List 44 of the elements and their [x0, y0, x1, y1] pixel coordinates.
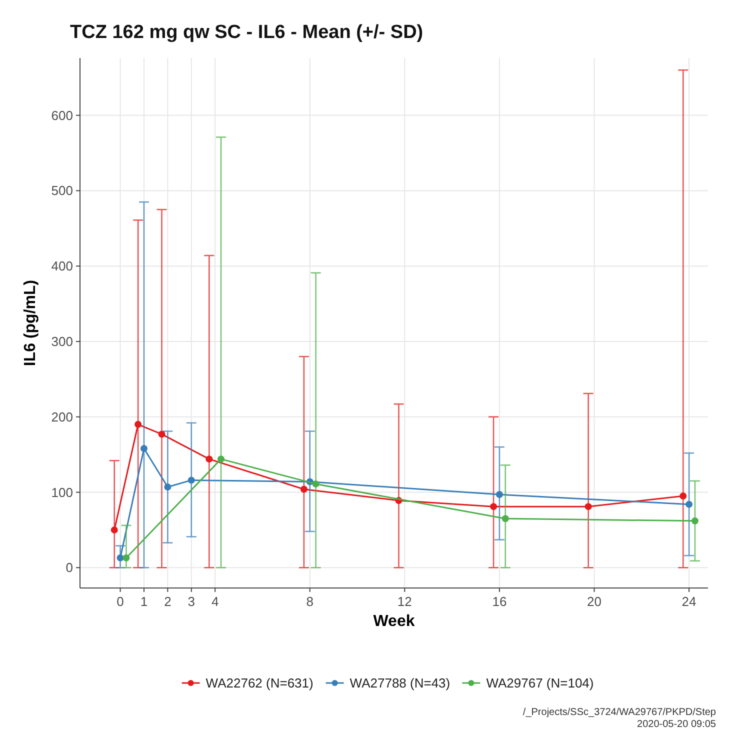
- point: [140, 445, 148, 452]
- point: [164, 483, 172, 490]
- x-tick-label: 24: [682, 594, 696, 609]
- legend-label: WA29767 (N=104): [486, 676, 594, 691]
- point: [110, 526, 118, 534]
- y-tick-label: 600: [51, 108, 73, 123]
- point: [502, 515, 509, 522]
- y-tick-label: 0: [66, 560, 73, 576]
- point: [680, 492, 687, 500]
- point: [691, 517, 698, 524]
- y-tick-label: 400: [51, 258, 73, 274]
- chart-title: TCZ 162 mg qw SC - IL6 - Mean (+/- SD): [70, 22, 424, 43]
- point: [312, 480, 320, 488]
- legend-label: WA22762 (N=631): [206, 676, 314, 691]
- point: [116, 554, 124, 562]
- point: [206, 456, 213, 463]
- point: [218, 456, 225, 463]
- text: /_Projects/SSc_3724/WA29767/PKPD/Step: [522, 707, 716, 718]
- x-tick-label: 12: [397, 594, 412, 609]
- x-axis-title: Week: [373, 613, 415, 630]
- y-tick-label: 100: [51, 484, 73, 500]
- x-tick-label: 8: [306, 594, 314, 609]
- x-tick-label: 3: [188, 594, 195, 609]
- y-tick-label: 500: [51, 183, 73, 198]
- point: [584, 503, 592, 510]
- text: 2020-05-20 09:05: [637, 719, 716, 730]
- point: [496, 491, 503, 498]
- point: [686, 500, 693, 508]
- y-tick-label: 300: [51, 334, 73, 350]
- point: [188, 476, 195, 484]
- x-tick-label: 4: [211, 594, 219, 609]
- point: [134, 420, 142, 428]
- point: [490, 503, 498, 510]
- x-tick-label: 1: [140, 594, 148, 609]
- point: [300, 486, 308, 493]
- point: [122, 554, 130, 562]
- x-tick-label: 0: [116, 594, 124, 609]
- legend-label: WA27788 (N=43): [350, 676, 450, 691]
- x-tick-label: 2: [164, 594, 172, 609]
- y-tick-label: 200: [51, 409, 73, 424]
- point: [158, 430, 166, 438]
- x-tick-label: 20: [587, 594, 602, 609]
- x-tick-label: 16: [492, 594, 507, 609]
- y-axis-title: IL6 (pg/mL): [22, 280, 39, 366]
